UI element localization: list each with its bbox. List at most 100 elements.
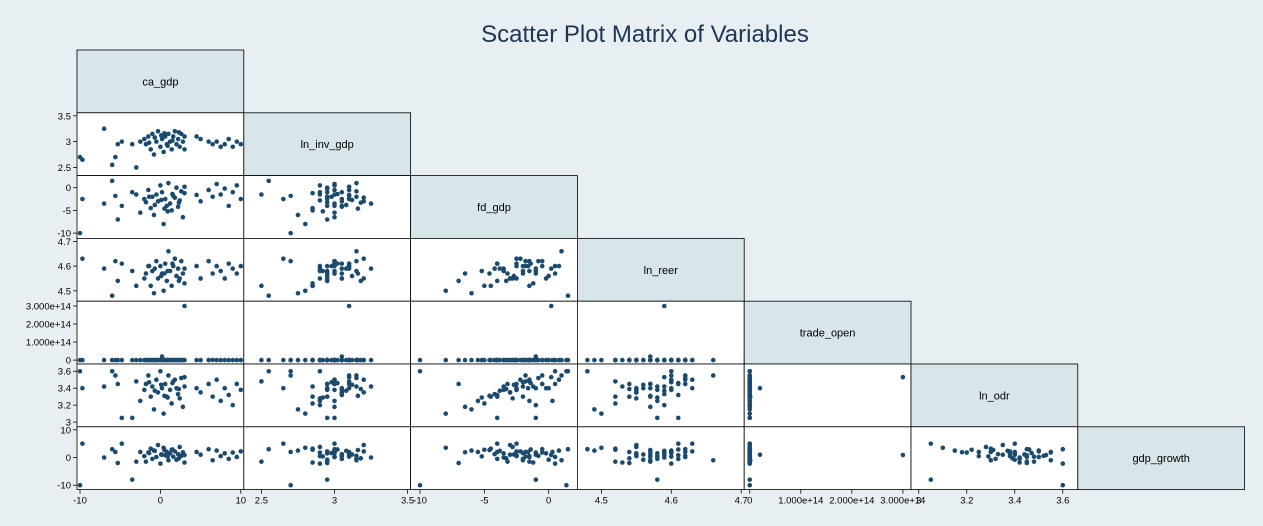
data-point xyxy=(324,415,330,421)
data-point xyxy=(349,382,355,388)
x-tick-label: 3.000e+14 xyxy=(880,496,925,507)
diagonal-cell-trade_open xyxy=(743,300,912,365)
data-point xyxy=(214,181,219,187)
data-point xyxy=(661,388,667,394)
data-point xyxy=(169,208,174,213)
data-point xyxy=(133,357,139,363)
data-point xyxy=(556,263,562,269)
data-point xyxy=(158,144,163,150)
data-point xyxy=(354,189,359,194)
data-point xyxy=(1012,451,1018,456)
data-point xyxy=(655,387,660,393)
data-point xyxy=(146,194,152,200)
data-point xyxy=(332,210,337,215)
data-point xyxy=(634,444,639,450)
data-point xyxy=(162,381,168,387)
data-point xyxy=(332,201,337,206)
data-point xyxy=(443,288,449,294)
data-point xyxy=(747,415,753,421)
data-point xyxy=(530,281,536,286)
data-point xyxy=(158,368,163,374)
data-point xyxy=(317,450,323,455)
data-point xyxy=(543,385,549,391)
data-point xyxy=(346,385,352,391)
data-point xyxy=(324,196,330,202)
data-point xyxy=(940,445,946,451)
data-point xyxy=(339,385,345,391)
variable-label-ln_odr: ln_odr xyxy=(979,390,1010,402)
data-point xyxy=(77,230,83,236)
data-point xyxy=(585,368,590,374)
data-point xyxy=(627,449,632,455)
data-point xyxy=(332,357,337,363)
data-point xyxy=(368,455,374,460)
data-point xyxy=(148,147,154,152)
data-point xyxy=(77,482,83,488)
data-point xyxy=(539,446,545,452)
y-tick-label: 2.5 xyxy=(58,163,71,174)
data-point xyxy=(133,459,139,464)
data-point xyxy=(648,457,653,463)
diagonal-cell-ca_gdp xyxy=(76,49,245,114)
data-point xyxy=(310,460,315,465)
data-point xyxy=(361,449,367,454)
data-point xyxy=(552,461,558,466)
scatter-cell-trade_open-vs-ca_gdp xyxy=(76,300,245,365)
y-tick-label: 3 xyxy=(66,418,71,429)
data-point xyxy=(218,357,223,363)
data-point xyxy=(368,266,374,271)
data-point xyxy=(176,278,182,284)
data-point xyxy=(310,447,315,453)
data-point xyxy=(115,217,121,222)
data-point xyxy=(152,135,158,140)
data-point xyxy=(152,357,158,363)
data-point xyxy=(158,273,164,279)
data-point xyxy=(154,258,159,264)
data-point xyxy=(162,261,168,266)
data-point xyxy=(747,455,753,460)
x-tick-label: 1.000e+14 xyxy=(778,496,823,507)
data-point xyxy=(109,368,115,374)
data-point xyxy=(1029,450,1034,456)
data-point xyxy=(1060,461,1066,466)
data-point xyxy=(417,368,423,374)
data-point xyxy=(133,379,139,384)
data-point xyxy=(115,357,121,363)
data-point xyxy=(182,357,187,363)
matrix-cells: ca_gdp ln_inv_gdp fd_gdp ln_reer trade_openl… xyxy=(26,49,1246,507)
data-point xyxy=(530,460,536,465)
data-point xyxy=(355,447,361,453)
data-point xyxy=(129,141,135,147)
x-tick-label: 4.6 xyxy=(665,496,678,507)
data-point xyxy=(170,191,175,197)
variable-label-ln_inv_gdp: ln_inv_gdp xyxy=(301,139,354,151)
data-point xyxy=(456,357,461,363)
data-point xyxy=(302,411,308,416)
data-point xyxy=(143,271,149,276)
data-point xyxy=(354,375,359,381)
data-point xyxy=(288,373,293,378)
data-point xyxy=(443,357,449,363)
data-point xyxy=(552,454,558,460)
data-point xyxy=(510,444,515,450)
data-point xyxy=(146,450,152,456)
data-point xyxy=(527,268,532,274)
data-point xyxy=(550,357,555,363)
data-point xyxy=(993,456,998,462)
data-point xyxy=(161,149,166,155)
data-point xyxy=(514,263,519,269)
data-point xyxy=(182,452,187,458)
data-point xyxy=(80,357,85,363)
data-point xyxy=(310,208,315,213)
data-point xyxy=(339,203,345,209)
data-point xyxy=(238,141,244,147)
data-point xyxy=(520,457,526,463)
data-point xyxy=(138,449,143,455)
data-point xyxy=(302,221,308,227)
data-point xyxy=(148,283,154,289)
data-point xyxy=(675,357,681,363)
data-point xyxy=(634,390,639,395)
data-point xyxy=(222,357,228,363)
data-point xyxy=(494,392,500,398)
data-point xyxy=(1024,459,1030,464)
